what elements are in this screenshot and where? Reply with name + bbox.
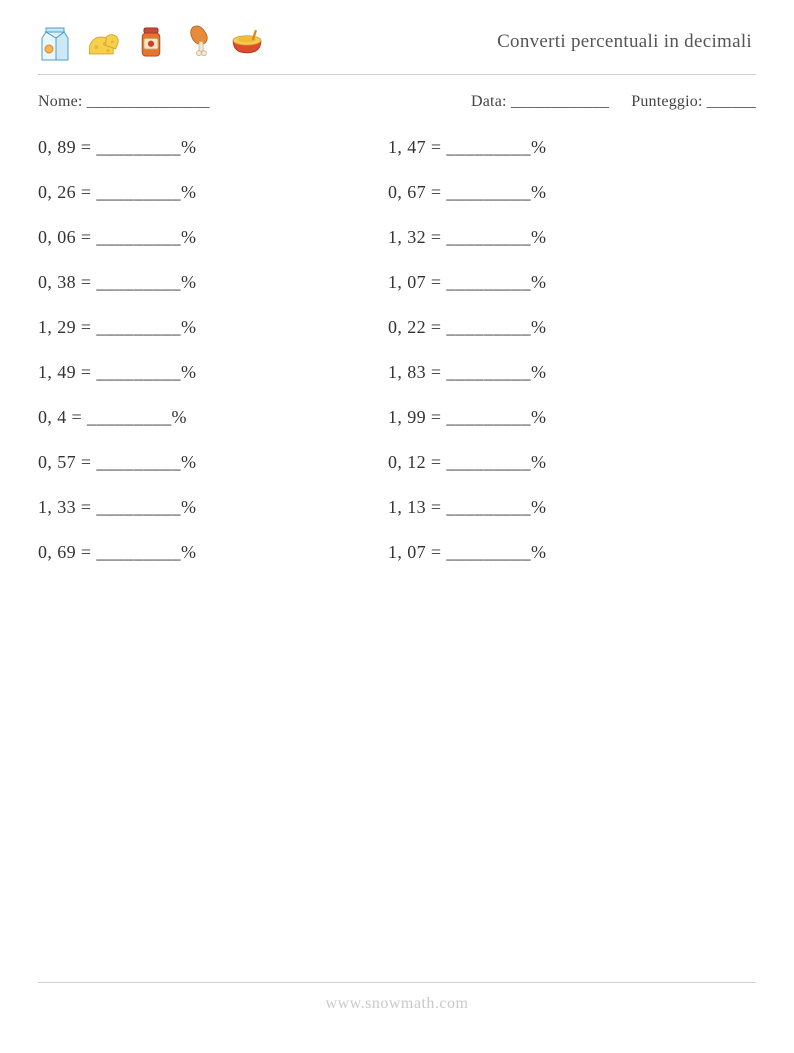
score-field: Punteggio: ______ bbox=[631, 93, 756, 111]
problem-cell: 1, 07 = _________% bbox=[388, 542, 738, 563]
header-icons bbox=[38, 22, 264, 62]
footer-rule bbox=[38, 982, 756, 983]
header: Converti percentuali in decimali bbox=[38, 22, 756, 75]
problem-cell: 1, 33 = _________% bbox=[38, 497, 388, 518]
problem-cell: 1, 49 = _________% bbox=[38, 362, 388, 383]
jam-jar-icon bbox=[134, 22, 168, 62]
bowl-icon bbox=[230, 22, 264, 62]
problem-cell: 0, 22 = _________% bbox=[388, 317, 738, 338]
problem-cell: 1, 99 = _________% bbox=[388, 407, 738, 428]
problem-cell: 0, 69 = _________% bbox=[38, 542, 388, 563]
problem-cell: 0, 67 = _________% bbox=[388, 182, 738, 203]
problem-cell: 1, 83 = _________% bbox=[388, 362, 738, 383]
problem-cell: 1, 13 = _________% bbox=[388, 497, 738, 518]
worksheet-title: Converti percentuali in decimali bbox=[497, 31, 756, 53]
problem-cell: 1, 32 = _________% bbox=[388, 227, 738, 248]
problem-cell: 0, 57 = _________% bbox=[38, 452, 388, 473]
problem-cell: 1, 29 = _________% bbox=[38, 317, 388, 338]
footer-url: www.snowmath.com bbox=[0, 995, 794, 1013]
problem-cell: 0, 12 = _________% bbox=[388, 452, 738, 473]
problem-cell: 0, 06 = _________% bbox=[38, 227, 388, 248]
problems-grid: 0, 89 = _________%1, 47 = _________% 0, 2… bbox=[38, 137, 756, 563]
problem-cell: 1, 07 = _________% bbox=[388, 272, 738, 293]
problem-cell: 0, 4 = _________% bbox=[38, 407, 388, 428]
cheese-icon bbox=[86, 22, 120, 62]
info-row: Nome: _______________ Data: ____________… bbox=[38, 93, 756, 111]
problem-cell: 0, 89 = _________% bbox=[38, 137, 388, 158]
problem-cell: 0, 38 = _________% bbox=[38, 272, 388, 293]
name-field: Nome: _______________ bbox=[38, 93, 471, 111]
problem-cell: 1, 47 = _________% bbox=[388, 137, 738, 158]
milk-carton-icon bbox=[38, 22, 72, 62]
chicken-leg-icon bbox=[182, 22, 216, 62]
date-field: Data: ____________ bbox=[471, 93, 609, 111]
worksheet-page: Converti percentuali in decimali Nome: _… bbox=[0, 0, 794, 563]
problem-cell: 0, 26 = _________% bbox=[38, 182, 388, 203]
